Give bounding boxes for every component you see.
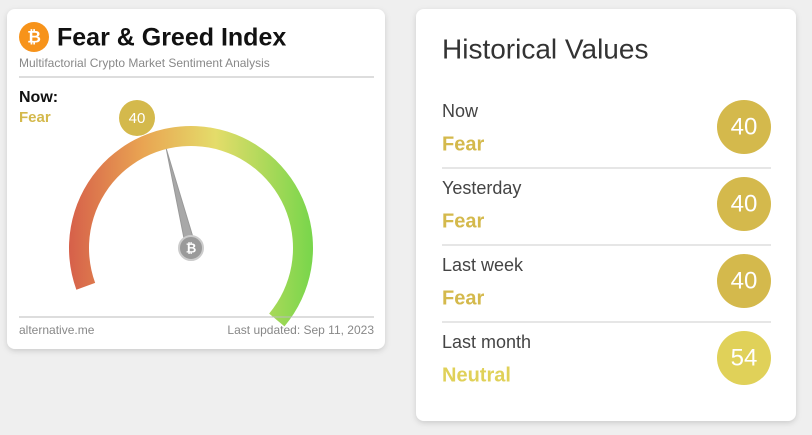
row-classification: Fear bbox=[442, 210, 484, 232]
row-badge bbox=[717, 100, 771, 154]
gauge-arc bbox=[68, 126, 313, 327]
history-rows: Now Fear 40 Yesterday Fear 40 Last week Fear 40 L… bbox=[442, 100, 771, 386]
row-badge bbox=[717, 331, 771, 385]
needle-hub bbox=[178, 235, 204, 261]
row-label: Yesterday bbox=[442, 178, 521, 198]
row-label: Now bbox=[442, 101, 479, 121]
value-badge bbox=[119, 100, 155, 136]
row-value: 54 bbox=[731, 344, 758, 371]
row-classification: Neutral bbox=[442, 364, 511, 386]
now-label: Now: bbox=[19, 89, 58, 106]
value-badge-text: 40 bbox=[129, 110, 146, 127]
row-label: Last month bbox=[442, 332, 531, 352]
history-title: Historical Values bbox=[442, 33, 648, 64]
row-value: 40 bbox=[731, 190, 758, 217]
gauge: ₿ bbox=[68, 126, 313, 327]
hub-symbol: ₿ bbox=[186, 240, 197, 255]
row-value: 40 bbox=[731, 113, 758, 140]
row-label: Last week bbox=[442, 255, 524, 275]
history-card bbox=[416, 9, 796, 421]
row-value: 40 bbox=[731, 267, 758, 294]
footer-updated: Last updated: Sep 11, 2023 bbox=[227, 323, 374, 337]
title: Fear & Greed Index bbox=[57, 24, 286, 52]
logo bbox=[19, 22, 49, 52]
gauge-card bbox=[7, 9, 385, 349]
now-classification: Fear bbox=[19, 109, 51, 126]
row-badge bbox=[717, 177, 771, 231]
subtitle: Multifactorial Crypto Market Sentiment A… bbox=[19, 56, 270, 70]
row-classification: Fear bbox=[442, 133, 484, 155]
logo-symbol: ₿ bbox=[27, 27, 41, 46]
footer-source: alternative.me bbox=[19, 323, 95, 337]
row-classification: Fear bbox=[442, 287, 484, 309]
row-badge bbox=[717, 254, 771, 308]
